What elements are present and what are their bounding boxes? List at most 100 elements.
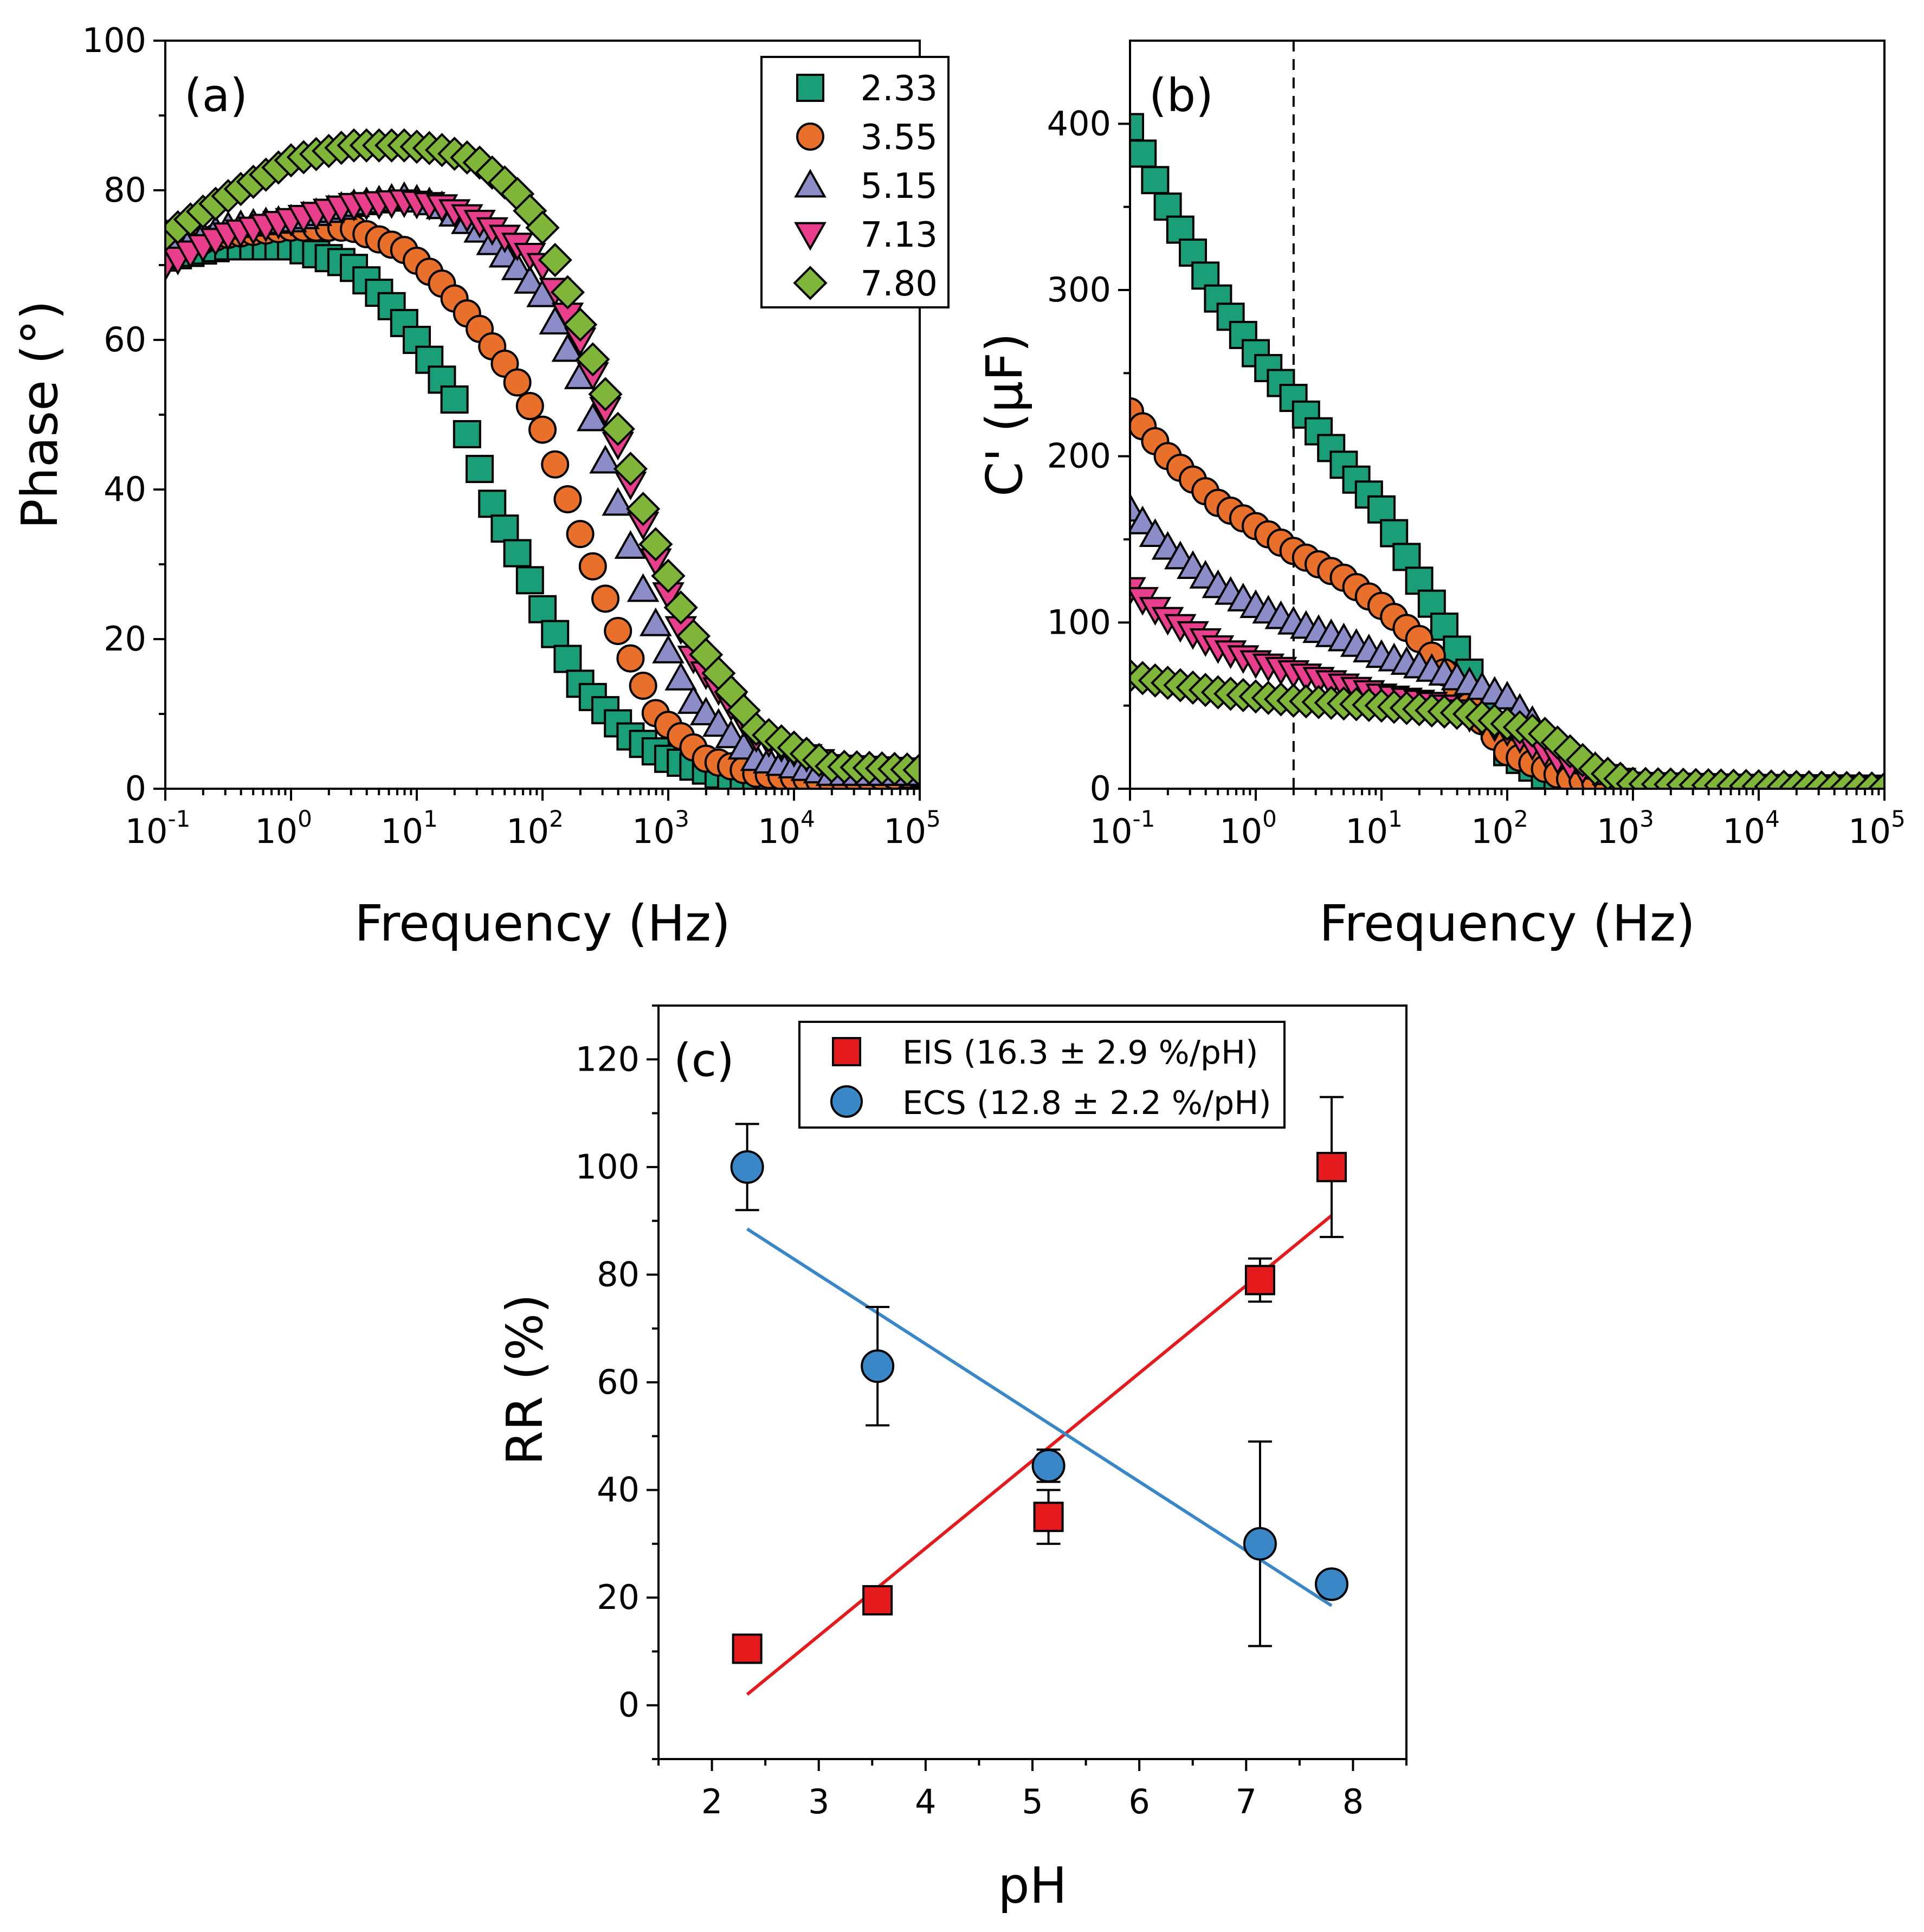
- phase-point-2.33-32: [553, 645, 582, 673]
- legend-a-marker-1: [796, 74, 824, 102]
- panel-a-legend: 2.33 3.55 5.15 7.13 7.80: [760, 56, 950, 308]
- legend-a-label-1: 2.33: [861, 69, 938, 109]
- panel-a-label: (a): [184, 69, 248, 122]
- phase-point-7.80-39: [638, 527, 673, 562]
- legend-a-label-3: 5.15: [861, 166, 938, 207]
- phase-point-7.80-31: [538, 242, 572, 278]
- ecs-point-2: [1031, 1448, 1066, 1483]
- phase-point-3.55-38: [629, 672, 657, 700]
- phase-point-3.55-33: [566, 520, 595, 549]
- phase-point-2.33-30: [528, 595, 557, 623]
- phase-point-3.55-29: [515, 392, 544, 421]
- y-tick-label-0-2: 40: [104, 469, 146, 509]
- y-tick-label-1-2: 200: [1047, 436, 1111, 476]
- capacitance-point-2.33-1: [1130, 139, 1157, 168]
- capacitance-point-2.33-9: [1229, 320, 1257, 349]
- y-tick-label-0-5: 100: [82, 21, 146, 60]
- panel-c-legend: EIS (16.3 ± 2.9 %/pH) ECS (12.8 ± 2.2 %/…: [798, 1021, 1286, 1129]
- c-y-tick-label-1: 20: [597, 1577, 640, 1617]
- x-tick-label-1-0: 10-1: [1090, 806, 1155, 851]
- legend-a-label-5: 7.80: [861, 264, 938, 304]
- ecs-point-3: [1243, 1527, 1277, 1561]
- panel-a-markers: [165, 128, 920, 789]
- y-tick-label-0-0: 0: [125, 769, 146, 808]
- legend-c-marker-eis: [832, 1037, 861, 1066]
- eis-point-0: [732, 1633, 763, 1664]
- capacitance-point-5.15-2: [1139, 518, 1172, 548]
- eis-point-2: [1033, 1502, 1064, 1532]
- phase-point-5.15-34: [576, 402, 609, 432]
- phase-point-5.15-32: [551, 333, 584, 362]
- ecs-point-0: [730, 1150, 764, 1184]
- y-tick-label-1-3: 300: [1047, 270, 1111, 310]
- capacitance-point-7.80-60: [1867, 771, 1884, 789]
- panel-b-frame: [1129, 40, 1886, 790]
- phase-point-7.80-38: [625, 492, 661, 526]
- x-tick-label-0-6: 105: [883, 806, 941, 851]
- x-tick-label-1-5: 104: [1722, 806, 1780, 851]
- legend-a-marker-5: [793, 266, 828, 300]
- panel-c-legend-box: [798, 1021, 1286, 1129]
- y-tick-label-0-1: 20: [104, 619, 146, 659]
- phase-point-2.33-26: [478, 490, 507, 518]
- capacitance-point-2.33-20: [1367, 495, 1396, 524]
- x-tick-label-1-1: 100: [1219, 806, 1277, 851]
- panel-a-legend-markers: [793, 74, 828, 300]
- phase-point-7.80-30: [525, 210, 560, 245]
- phase-point-7.80-36: [601, 411, 635, 446]
- c-y-tick-label-2: 40: [597, 1470, 640, 1510]
- phase-point-5.15-29: [513, 265, 546, 294]
- panel-b-y-axis-title: C' (μF): [976, 333, 1034, 497]
- eis-point-3: [1244, 1265, 1275, 1296]
- capacitance-point-2.33-22: [1392, 543, 1421, 571]
- capacitance-point-2.33-24: [1417, 589, 1446, 618]
- legend-a-label-4: 7.13: [861, 215, 938, 255]
- c-y-tick-label-5: 100: [576, 1147, 640, 1187]
- c-x-tick-label-3: 5: [1022, 1782, 1043, 1821]
- panel-b-ticks: 10-1 100 101 102 103 104 105 0 100 200 300 400: [1047, 104, 1906, 851]
- x-tick-label-0-1: 100: [255, 806, 312, 851]
- panel-b-x-axis-title: Frequency (Hz): [1319, 894, 1695, 952]
- phase-point-3.55-31: [541, 450, 570, 479]
- capacitance-point-5.15-1: [1130, 505, 1159, 534]
- y-tick-label-1-1: 100: [1047, 602, 1111, 642]
- panel-c-plot-area: [730, 1096, 1348, 1696]
- legend-a-marker-3: [794, 169, 827, 198]
- capacitance-point-2.33-21: [1380, 519, 1409, 548]
- phase-point-3.55-35: [591, 584, 619, 613]
- phase-point-2.33-29: [515, 566, 544, 595]
- phase-point-5.15-35: [589, 445, 622, 474]
- x-tick-label-1-4: 103: [1597, 806, 1654, 851]
- panel-a-ticks: 10-1 100 101 102 103 104 105 0 20 40 60 80 100: [82, 21, 941, 851]
- phase-point-2.33-27: [490, 514, 519, 543]
- capacitance-point-2.33-14: [1292, 400, 1320, 429]
- legend-a-label-2: 3.55: [861, 118, 938, 158]
- y-tick-label-1-0: 0: [1090, 769, 1111, 808]
- c-y-tick-label-3: 60: [597, 1362, 640, 1402]
- capacitance-point-2.33-5: [1179, 239, 1207, 267]
- phase-point-5.15-38: [627, 573, 660, 602]
- eis-point-1: [862, 1585, 893, 1616]
- panel-a-y-axis-title: Phase (°): [11, 300, 69, 529]
- c-x-tick-label-6: 8: [1342, 1782, 1364, 1821]
- phase-point-2.33-24: [453, 420, 481, 448]
- capacitance-point-2.33-0: [1130, 113, 1144, 141]
- panel-c-y-axis-title: RR (%): [496, 1294, 554, 1465]
- panel-b-markers: [1130, 113, 1884, 789]
- phase-point-3.55-34: [578, 552, 607, 581]
- phase-point-5.15-36: [602, 487, 635, 516]
- phase-point-2.33-28: [503, 539, 532, 568]
- x-tick-label-0-3: 102: [506, 806, 564, 851]
- panel-c-error-bars: [735, 1096, 1344, 1661]
- phase-point-7.80-41: [663, 590, 698, 625]
- phase-point-3.55-32: [553, 485, 582, 513]
- x-tick-label-1-2: 101: [1345, 806, 1403, 851]
- phase-point-5.15-41: [664, 661, 698, 691]
- phase-point-3.55-37: [616, 644, 645, 673]
- x-tick-label-0-4: 103: [632, 806, 689, 851]
- panel-b-label: (b): [1149, 69, 1213, 122]
- c-x-tick-label-2: 4: [915, 1782, 936, 1821]
- phase-point-7.80-35: [588, 377, 623, 411]
